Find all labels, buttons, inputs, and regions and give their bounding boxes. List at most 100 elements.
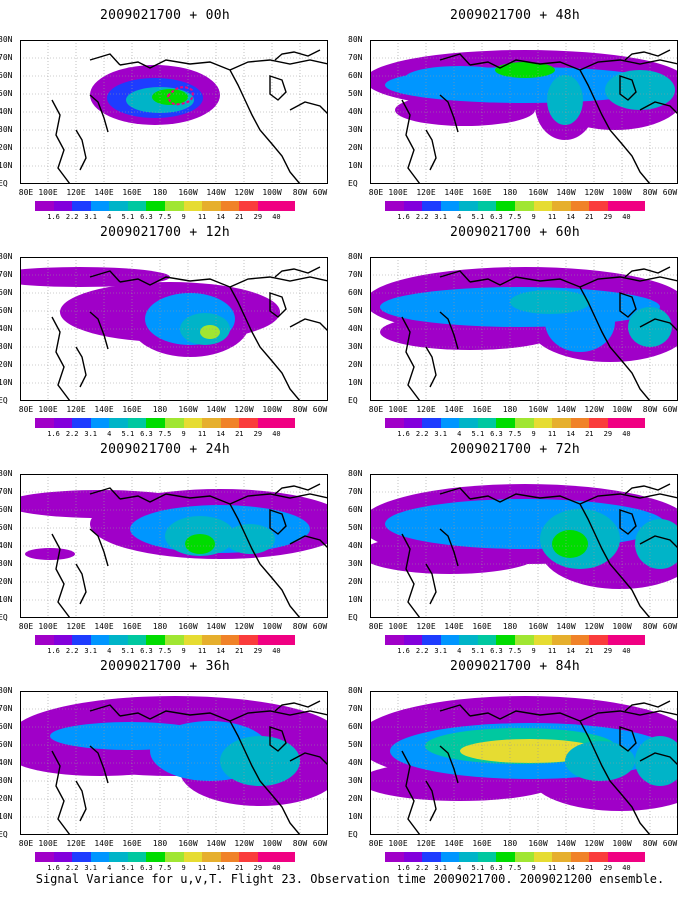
colorbar-level-label: 5.1 — [471, 213, 485, 221]
coastline — [624, 483, 671, 495]
colorbar-level-label: 29 — [603, 430, 613, 438]
lat-tick-label: 60N — [0, 505, 13, 514]
colorbar-swatch — [276, 852, 296, 862]
coastline — [401, 99, 421, 184]
lat-tick-label: 50N — [0, 89, 13, 98]
lon-tick-label: 160W — [528, 405, 548, 414]
lat-tick-label: 30N — [0, 559, 13, 568]
colorbar-swatch — [53, 852, 73, 862]
lon-tick-label: 140W — [556, 405, 576, 414]
colorbar-level-label: 14 — [566, 213, 575, 221]
coastline — [51, 316, 71, 401]
colorbar-swatch — [496, 418, 516, 428]
map-panel-00h: 2009021700 + 00h 80N 70N 60N 50N 40N 30N 20N 10N… — [0, 8, 330, 230]
lon-tick-label: 80E — [368, 839, 384, 848]
lon-tick-label: 160E — [122, 622, 142, 631]
lat-tick-label: 10N — [348, 378, 363, 387]
lon-tick-label: 80W — [292, 622, 308, 631]
coastline — [624, 700, 671, 712]
coastline — [469, 493, 651, 618]
colorbar-swatch — [403, 201, 423, 211]
lon-tick-label: 120W — [584, 839, 604, 848]
lat-tick-label: 80N — [348, 252, 363, 261]
colorbar-swatch — [403, 852, 423, 862]
colorbar-level-label: 11 — [197, 647, 207, 655]
colorbar-level-label: 2.2 — [415, 430, 429, 438]
lon-tick-label: 180 — [502, 188, 518, 197]
variance-contour-region — [547, 75, 583, 125]
colorbar-swatch — [35, 201, 54, 211]
colorbar-level-label: 40 — [272, 864, 281, 872]
lat-tick-label: 50N — [0, 306, 13, 315]
panel-title: 2009021700 + 72h — [449, 442, 581, 457]
coastline — [75, 346, 87, 388]
map-plot — [20, 474, 328, 618]
lat-tick-label: 60N — [348, 722, 363, 731]
lon-tick-label: 80W — [642, 405, 658, 414]
colorbar-swatch — [202, 852, 221, 862]
colorbar-level-label: 2.2 — [415, 864, 429, 872]
colorbar-level-label: 3.1 — [84, 430, 98, 438]
lon-tick-label: 120E — [66, 405, 86, 414]
colorbar-swatch — [626, 635, 646, 645]
colorbar-level-label: 2.2 — [65, 647, 79, 655]
colorbar-swatch — [422, 418, 441, 428]
coastline — [269, 292, 287, 318]
colorbar-level-label: 7.5 — [508, 864, 522, 872]
colorbar-level-label: 40 — [622, 647, 631, 655]
colorbar-swatch — [146, 201, 166, 211]
lon-tick-label: 100W — [262, 839, 282, 848]
colorbar-swatch — [257, 418, 277, 428]
lat-tick-label: 70N — [0, 487, 13, 496]
lon-tick-label: 140W — [206, 188, 226, 197]
panel-title: 2009021700 + 84h — [449, 659, 581, 674]
map-plot — [20, 40, 328, 184]
colorbar-swatch — [90, 852, 110, 862]
lon-tick-label: 140E — [444, 188, 464, 197]
colorbar-swatch — [220, 418, 240, 428]
lon-tick-label: 120E — [416, 405, 436, 414]
lon-tick-label: 180 — [152, 839, 168, 848]
coastline — [229, 710, 328, 722]
coastline — [289, 101, 328, 115]
lon-tick-label: 120E — [66, 622, 86, 631]
colorbar-level-label: 6.3 — [490, 430, 503, 438]
colorbar-level-label: 6.3 — [140, 864, 153, 872]
lat-tick-label: EQ — [348, 396, 358, 405]
variance-contour-region — [635, 736, 678, 786]
lat-tick-label: 80N — [0, 252, 13, 261]
colorbar-swatch — [276, 635, 296, 645]
variance-contour-region — [225, 524, 275, 554]
coastline — [439, 270, 471, 283]
colorbar-level-label: 1.6 — [47, 430, 60, 438]
colorbar-level-label: 4 — [457, 430, 462, 438]
variance-contour-region — [50, 722, 210, 750]
lon-tick-label: 60W — [312, 188, 328, 197]
lon-tick-label: 60W — [662, 188, 678, 197]
colorbar-swatch — [626, 852, 646, 862]
colorbar-level-label: 6.3 — [490, 864, 503, 872]
colorbar-labels: 1.6 2.2 3.1 4 5.1 6.3 7.5 9 11 14 21 29 40 — [385, 213, 645, 222]
colorbar-swatch — [552, 635, 571, 645]
colorbar — [35, 201, 296, 211]
lon-tick-label: 140W — [556, 839, 576, 848]
colorbar-level-label: 40 — [622, 430, 631, 438]
colorbar-level-label: 6.3 — [140, 430, 153, 438]
colorbar-level-label: 2.2 — [415, 647, 429, 655]
lat-tick-label: 50N — [348, 306, 363, 315]
coastline — [274, 266, 321, 278]
colorbar-swatch — [552, 852, 571, 862]
colorbar-level-label: 29 — [253, 213, 263, 221]
coastline — [425, 780, 437, 822]
colorbar-swatch — [477, 852, 497, 862]
lat-tick-label: 40N — [348, 758, 363, 767]
variance-contour-region — [552, 530, 588, 558]
lon-tick-label: 120W — [584, 188, 604, 197]
latitude-labels: 80N 70N 60N 50N 40N 30N 20N 10N EQ — [0, 470, 20, 622]
colorbar-swatch — [515, 635, 534, 645]
lon-tick-label: 80E — [18, 405, 34, 414]
lon-tick-label: 120E — [66, 188, 86, 197]
colorbar-swatch — [35, 635, 54, 645]
variance-contour-region — [635, 519, 678, 569]
colorbar-level-label: 6.3 — [140, 213, 153, 221]
